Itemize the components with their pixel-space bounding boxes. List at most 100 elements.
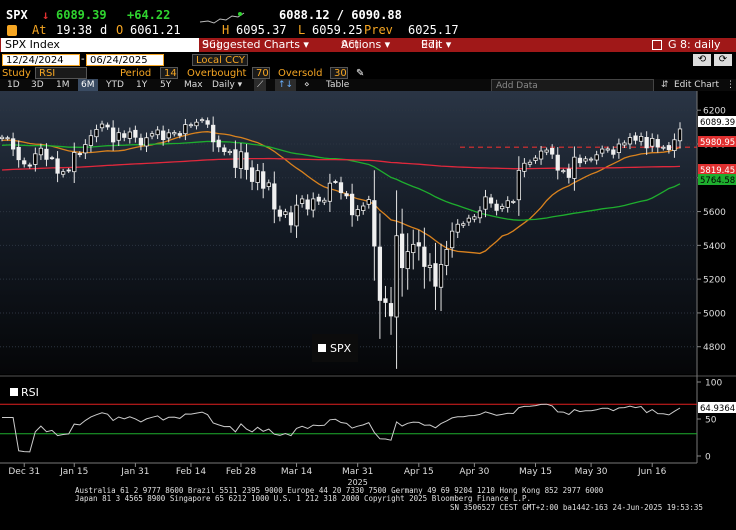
candle [650,133,655,152]
candle [527,159,533,168]
candle-body [561,170,566,173]
forward-button[interactable]: ⟳ [714,54,732,66]
period-input[interactable]: 14 [160,67,178,79]
range-5y[interactable]: 5Y [160,80,172,90]
candle [161,125,166,146]
candle-body [55,158,60,174]
candle-body [661,146,666,149]
candle-body [627,137,633,145]
at-label: At [32,23,47,37]
candle [483,189,488,218]
start-date-input[interactable]: 12/24/2024 [2,54,80,66]
candle-body [105,124,110,128]
candle [155,126,160,139]
candle [33,147,38,172]
candle [255,163,260,191]
down-arrow-icon: ↓ [42,8,50,22]
indicator-icon[interactable]: ⋄ [304,80,310,90]
x-year-label: 2025 [347,478,367,486]
candle-body [544,149,549,153]
d-label: d [100,23,108,37]
x-tick-label: Apr 15 [404,467,434,477]
candle-body [288,212,294,226]
range-1m[interactable]: 1M [56,80,70,90]
back-button[interactable]: ⟲ [693,54,711,66]
range-6m[interactable]: 6M [78,79,98,91]
range-ytd[interactable]: YTD [106,80,124,90]
candle-body [361,205,366,211]
candle [305,194,310,216]
candle [344,190,349,199]
menu-num: 97) [421,38,440,51]
candle [105,122,110,130]
candle-body [622,142,627,146]
candle [188,122,194,129]
candle [138,133,144,151]
range-max[interactable]: Max [184,80,203,90]
range-3d[interactable]: 3D [31,80,44,90]
candle [294,194,299,238]
interval-select[interactable]: Daily ▾ [212,80,243,90]
candle [411,229,416,270]
candle [322,197,327,206]
overbought-input[interactable]: 70 [252,67,270,79]
y-tick-label: 5200 [703,276,726,286]
chart-area[interactable]: 62006000580056005400520050004800 6089.39… [0,91,736,486]
spx-legend[interactable]: SPX [312,334,358,362]
line-chart-icon[interactable]: ⟋ [254,79,267,91]
candle-body [488,197,494,204]
price-label-text: 5764.58 [700,176,735,186]
candle [199,117,205,123]
candle-body [522,162,527,172]
candle-body [311,198,316,211]
menu-dots-icon[interactable]: ⋮ [726,80,735,90]
candle [55,151,60,183]
candle-body [61,171,66,175]
study-select[interactable]: RSI [35,67,87,79]
edit-chart-arrows-icon[interactable]: ⇵ [661,80,669,90]
candle [5,135,10,141]
range-1d[interactable]: 1D [7,80,20,90]
candle [94,124,99,143]
candle [666,142,672,154]
candle [299,195,305,208]
oversold-input[interactable]: 30 [330,67,348,79]
expand-icon[interactable] [652,40,662,50]
candle-body [183,124,188,135]
menu-label: Edit ▾ [421,38,452,51]
candle-body [316,196,321,202]
pencil-icon[interactable]: ✎ [356,68,365,79]
candle [677,122,683,149]
table-button[interactable]: Table [326,80,350,90]
ticker[interactable]: SPX [6,8,28,22]
candle-body [555,154,560,171]
security-field[interactable]: SPX Index [1,38,199,52]
candle [16,140,21,168]
candle [66,167,71,174]
rsi-label: RSI [21,386,39,399]
candle [366,195,371,209]
candle [194,118,199,130]
range-1y[interactable]: 1Y [136,80,148,90]
candle [383,285,388,318]
candle [338,176,344,200]
candle-body [216,139,221,148]
candle-body [199,119,205,122]
currency-select[interactable]: Local CCY [192,54,248,66]
candle [227,149,232,156]
ma-line-200 [1,157,681,171]
candle-body [27,164,32,167]
x-tick-label: Jan 15 [59,467,88,477]
y-tick-label: 6200 [703,107,726,117]
candle [594,150,599,165]
candle [588,156,594,163]
x-tick-label: Feb 28 [226,467,257,477]
candle-body [666,145,672,150]
edit-chart-button[interactable]: Edit Chart [674,80,720,90]
candle [149,130,155,140]
candle [244,143,249,180]
candle [49,155,55,160]
compare-icon[interactable]: ↑↓ [275,79,297,91]
end-date-input[interactable]: 06/24/2025 [86,54,164,66]
candle-body [450,230,455,249]
